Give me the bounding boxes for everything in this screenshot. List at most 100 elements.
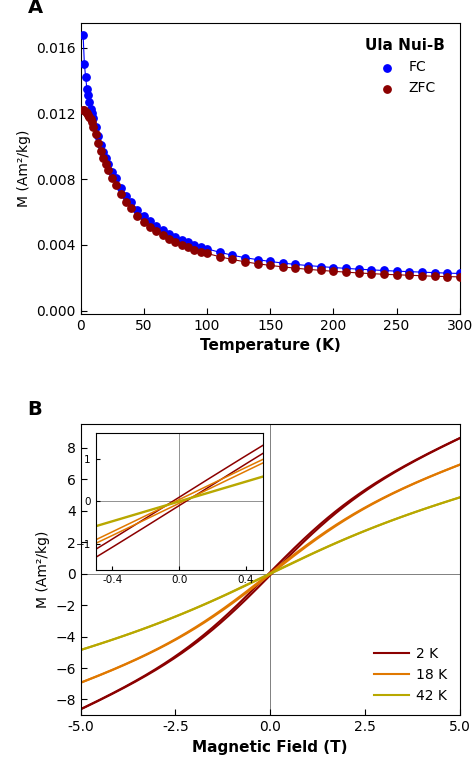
ZFC [241, 255, 249, 268]
ZFC [393, 268, 401, 281]
2 K [172, 652, 177, 661]
ZFC [172, 236, 179, 248]
FC [128, 196, 135, 208]
ZFC [86, 111, 93, 123]
FC [105, 158, 112, 170]
ZFC [431, 270, 438, 282]
ZFC [117, 188, 125, 200]
2 K [204, 628, 210, 638]
ZFC [159, 229, 166, 241]
FC [79, 28, 87, 41]
ZFC [317, 265, 325, 277]
ZFC [203, 248, 211, 260]
Text: B: B [27, 400, 42, 418]
ZFC [97, 145, 105, 158]
FC [184, 236, 192, 248]
FC [317, 261, 325, 273]
ZFC [146, 221, 154, 233]
18 K [172, 635, 177, 644]
ZFC [178, 238, 185, 251]
FC [81, 58, 88, 70]
FC [92, 121, 100, 133]
ZFC [266, 259, 274, 271]
FC [178, 234, 185, 246]
FC [94, 130, 102, 142]
ZFC [418, 270, 426, 282]
FC [86, 96, 93, 108]
FC [109, 165, 116, 178]
Line: 42 K: 42 K [81, 498, 460, 650]
FC [112, 172, 120, 185]
FC [87, 102, 94, 115]
ZFC [456, 271, 464, 283]
2 K [390, 468, 395, 478]
FC [405, 265, 413, 278]
FC [153, 220, 160, 232]
18 K [457, 460, 463, 469]
ZFC [81, 104, 88, 116]
18 K [234, 594, 239, 604]
ZFC [153, 225, 160, 238]
FC [279, 257, 287, 269]
FC [102, 151, 109, 164]
42 K [172, 612, 177, 621]
FC [88, 108, 96, 120]
FC [191, 238, 198, 251]
FC [304, 259, 312, 271]
FC [159, 224, 166, 236]
ZFC [216, 251, 223, 263]
FC [90, 112, 97, 125]
Line: 2 K: 2 K [81, 438, 460, 709]
FC [83, 82, 91, 95]
ZFC [304, 263, 312, 275]
FC [418, 266, 426, 278]
FC [342, 262, 350, 275]
FC [266, 255, 274, 268]
2 K [285, 549, 291, 558]
FC [355, 263, 363, 275]
ZFC [191, 244, 198, 256]
FC [140, 210, 147, 222]
ZFC [355, 267, 363, 279]
ZFC [254, 258, 261, 270]
42 K [359, 528, 365, 537]
2 K [457, 434, 463, 443]
ZFC [109, 171, 116, 184]
ZFC [342, 266, 350, 278]
ZFC [197, 245, 204, 258]
FC [197, 241, 204, 253]
FC [172, 231, 179, 243]
ZFC [184, 241, 192, 254]
Legend: FC, ZFC: FC, ZFC [356, 30, 453, 104]
ZFC [128, 202, 135, 215]
ZFC [140, 216, 147, 228]
ZFC [94, 137, 102, 149]
ZFC [279, 261, 287, 273]
ZFC [228, 253, 236, 265]
X-axis label: Magnetic Field (T): Magnetic Field (T) [192, 740, 348, 754]
ZFC [102, 158, 109, 170]
42 K [234, 585, 239, 594]
ZFC [88, 116, 96, 128]
FC [329, 261, 337, 274]
ZFC [380, 268, 388, 281]
FC [122, 189, 130, 201]
FC [82, 72, 90, 84]
ZFC [79, 104, 87, 116]
Y-axis label: M (Am²/kg): M (Am²/kg) [36, 531, 50, 608]
18 K [285, 554, 291, 564]
FC [203, 243, 211, 255]
ZFC [100, 151, 107, 164]
FC [380, 265, 388, 277]
42 K [457, 493, 463, 502]
ZFC [292, 262, 299, 275]
42 K [285, 561, 291, 570]
FC [393, 265, 401, 278]
42 K [78, 645, 83, 654]
FC [367, 264, 375, 276]
ZFC [82, 105, 90, 118]
X-axis label: Temperature (K): Temperature (K) [200, 338, 340, 353]
18 K [359, 504, 365, 514]
FC [216, 246, 223, 258]
Line: 18 K: 18 K [81, 464, 460, 683]
